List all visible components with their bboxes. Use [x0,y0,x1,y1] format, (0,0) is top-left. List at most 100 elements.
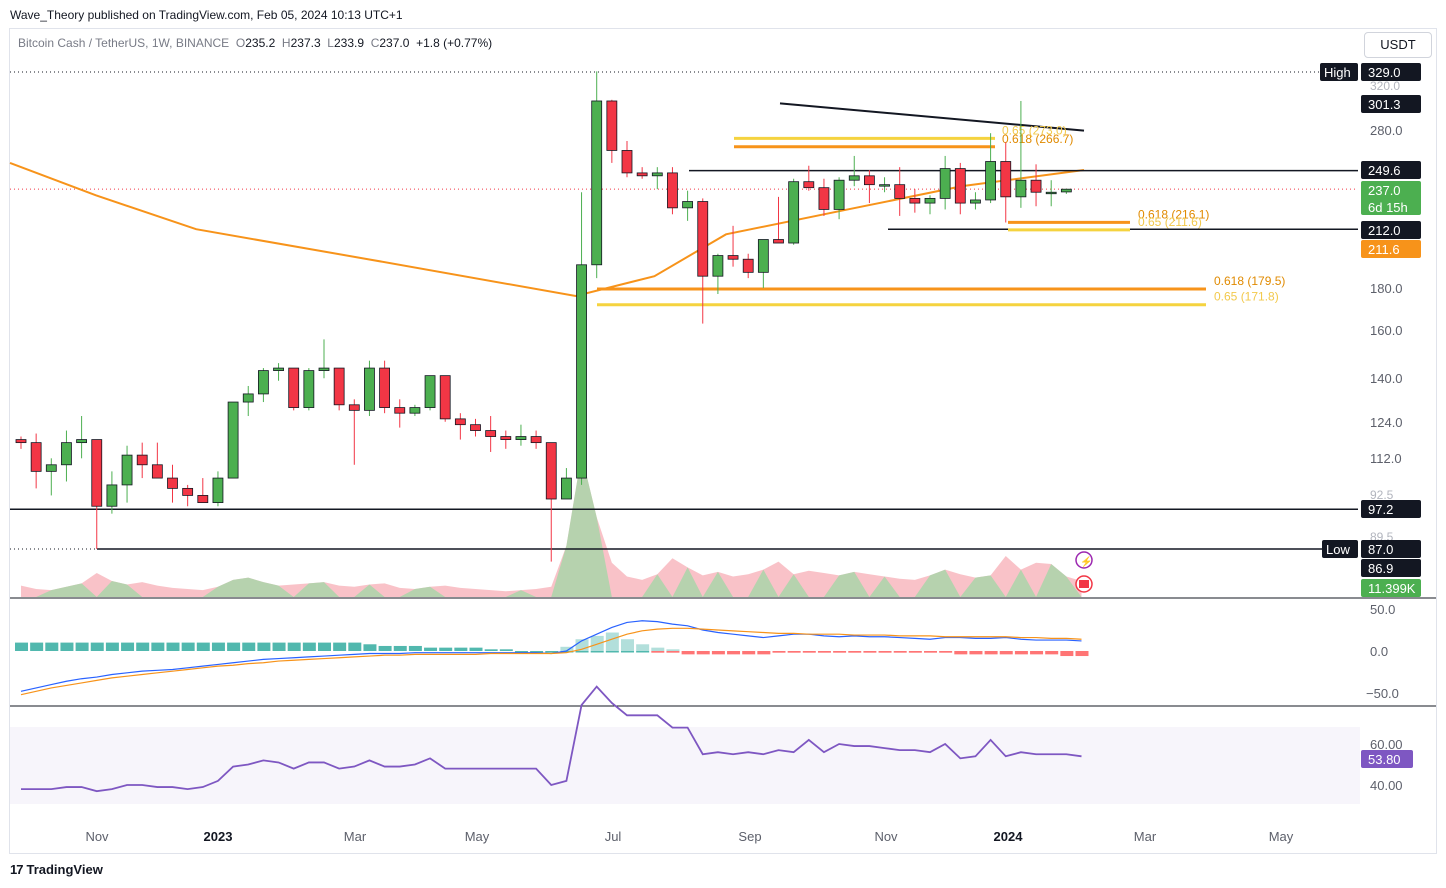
tag-volume-bg [1361,579,1421,597]
candle-body [318,367,330,371]
macd-histogram-bar [681,651,695,655]
macd-histogram-bar [408,645,422,651]
macd-histogram-bar [287,642,301,651]
macd-histogram-bar [1045,651,1059,655]
macd-histogram-bar [984,651,998,655]
macd-histogram-bar [1030,651,1044,655]
macd-histogram-bar [969,651,983,655]
candle-body [30,442,42,472]
open-label: O [235,36,246,50]
tag-212: 212.0 [1368,223,1401,238]
macd-histogram-bar [136,642,150,651]
candle-body [894,184,906,199]
macd-histogram-bar [999,651,1013,655]
candle-body [939,168,951,199]
candle-body [879,184,890,187]
macd-histogram-bar [348,642,362,651]
candle-body [257,370,269,395]
macd-histogram-bar [727,651,741,655]
flag-us-icon-body [1079,580,1089,588]
publisher-caption: Wave_Theory published on TradingView.com… [10,8,403,22]
candle-body [697,201,709,277]
price-axis-tick: 124.0 [1370,415,1403,430]
tag-86-bg [1361,559,1421,577]
candle-body [167,477,178,489]
macd-histogram-bar [893,651,907,653]
tag-249: 249.6 [1368,163,1401,178]
macd-histogram-bar [924,651,937,653]
symbol-name[interactable]: Bitcoin Cash / TetherUS, 1W, BINANCE [18,36,230,50]
candle-body [500,436,512,440]
candle-body [136,454,148,466]
tag-low: 87.0 [1368,542,1393,557]
tag-301: 301.3 [1368,97,1401,112]
macd-histogram-bar [272,642,286,651]
high-value: 237.3 [290,36,321,50]
candle-body [364,367,375,411]
open-value: 235.2 [245,36,276,50]
candle-body [1030,179,1042,193]
candle-body [379,367,391,408]
candle-body [485,430,497,437]
candle-body [1015,179,1027,198]
price-axis-tick: 112.0 [1370,451,1402,466]
candle-body [667,172,678,209]
low-label: L [327,36,334,50]
close-label: C [370,36,380,50]
macd-histogram-bar [121,642,135,651]
macd-histogram-bar [514,651,528,653]
macd-histogram-up [651,647,665,651]
macd-histogram-bar [90,642,104,651]
candle-body [636,172,648,177]
macd-histogram-bar [636,651,650,653]
macd-histogram-up [636,644,650,651]
tag-current-bg [1361,181,1421,215]
candle-body [212,477,224,504]
macd-histogram-bar [863,651,877,653]
macd-histogram-bar [605,651,619,653]
macd-histogram-bar [302,642,316,651]
tag-volume: 11.399K [1368,581,1416,596]
macd-histogram-bar [908,651,922,653]
tag-high-bg [1361,63,1421,81]
macd-histogram-bar [227,642,241,651]
volume-area-up [21,454,1082,597]
rsi-band [10,727,1360,804]
candle-body [591,100,603,266]
candle-body [15,439,27,444]
price-axis-tick: 140.0 [1370,371,1403,386]
macd-histogram-up [575,639,589,651]
fib-label: 0.618 (216.1) [1138,207,1209,221]
candle-body [91,439,103,507]
macd-histogram-bar [15,642,28,651]
macd-histogram-bar [484,649,498,651]
macd-histogram-bar [1075,651,1089,657]
fib-label: 0.618 (266.7) [1002,132,1073,146]
candle-body [985,161,996,201]
price-axis-tick: 160.0 [1370,323,1403,338]
macd-axis-tick: 50.0 [1370,602,1395,617]
macd-histogram-bar [757,651,771,655]
candle-body [151,464,163,479]
tradingview-logo-icon: 17 [10,862,24,877]
candle-body [348,404,360,411]
candle-body [333,367,345,406]
candle-body [576,264,587,479]
candle-body [515,436,527,440]
macd-histogram-bar [666,651,680,653]
price-axis-tick-faded: 320.0 [1370,79,1400,93]
price-axis-tick: 180.0 [1370,281,1403,296]
currency-button[interactable]: USDT [1364,32,1432,58]
candle-body [864,175,875,186]
candle-body [773,239,784,244]
lightning-icon-glyph: ⚡ [1080,555,1092,568]
macd-histogram-bar [590,651,604,653]
candle-body [424,375,436,408]
macd-axis-tick: −50.0 [1366,686,1399,701]
macd-histogram-bar [393,645,407,651]
candle-body [924,197,936,204]
candle-body [530,436,542,444]
candle-body [833,179,845,210]
macd-histogram-bar [621,651,634,653]
